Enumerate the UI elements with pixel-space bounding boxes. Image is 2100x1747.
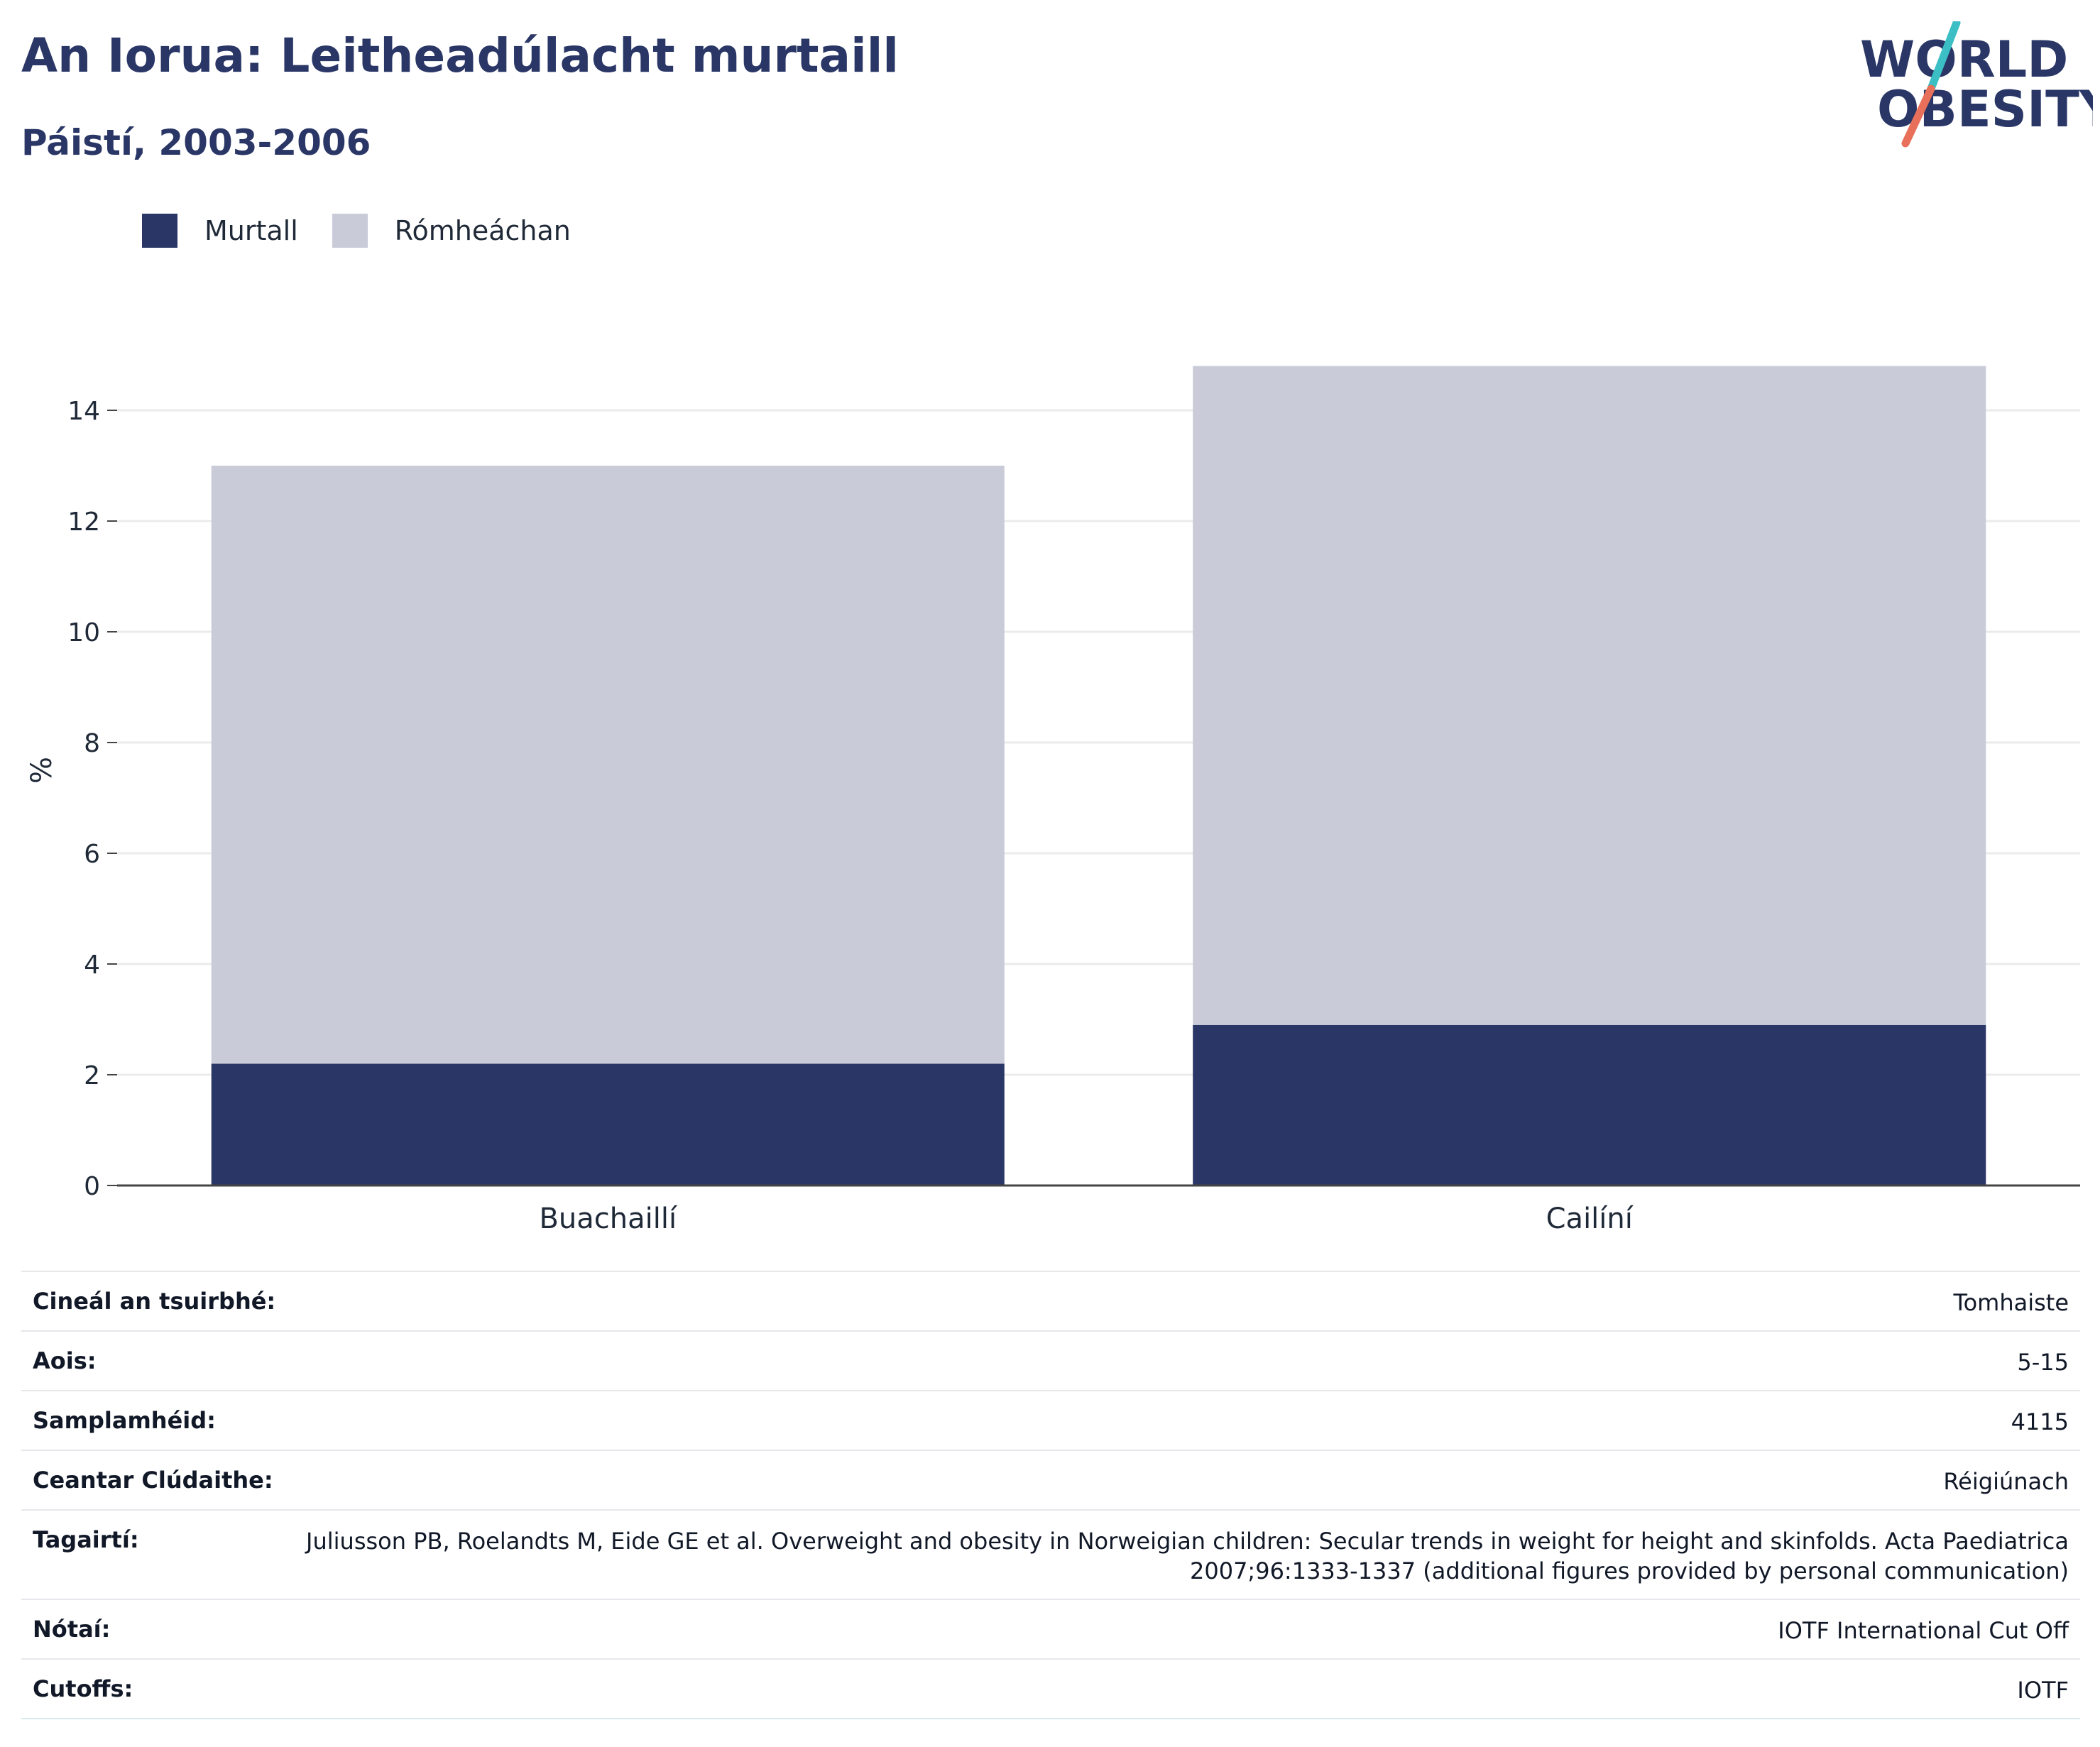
logo-text-world: WORLD [1860,31,2068,89]
legend-label-romheachan: Rómheáchan [394,215,571,246]
x-category-label: Cailíní [1546,1203,1634,1235]
world-obesity-logo: WORLD OBESITY [1860,21,2093,148]
y-tick-label: 6 [84,840,100,869]
info-row: Cineál an tsuirbhé: Tomhaiste [21,1271,2080,1331]
y-tick-label: 2 [84,1061,100,1090]
info-row: Samplamhéid: 4115 [21,1390,2080,1450]
logo-slash-bottom [1901,84,1935,148]
y-tick-label: 0 [84,1172,100,1201]
bar-murtall-1 [1193,1024,1986,1185]
legend-swatch-romheachan [332,214,368,248]
info-label: Aois: [21,1330,288,1391]
y-tick-label: 8 [84,729,100,758]
logo-slash-top [1927,21,1961,93]
axes: 0 2 4 6 8 10 12 14 Buachaillí Cailíní% [26,397,2080,1235]
legend-label-murtall: Murtall [204,215,298,246]
info-row: Ceantar Clúdaithe: Réigiúnach [21,1450,2080,1510]
survey-info-table: Cineál an tsuirbhé: Tomhaiste Aois: 5-15 Sam… [21,1271,2080,1719]
bar-murtall-0 [211,1063,1005,1185]
info-value: Réigiúnach [287,1450,2080,1510]
x-category-label: Buachaillí [539,1203,678,1235]
legend-item-murtall[interactable]: Murtall [142,214,298,248]
info-value: IOTF International Cut Off [287,1599,2080,1659]
info-value: Tomhaiste [287,1271,2080,1331]
bars [211,366,1986,1185]
info-label: Tagairtí: [21,1509,288,1599]
stacked-bar-chart: 0 2 4 6 8 10 12 14 Buachaillí Cailíní% [26,366,2080,1235]
y-tick-label: 4 [84,951,100,980]
info-row: Aois: 5-15 [21,1330,2080,1391]
info-label: Samplamhéid: [21,1390,288,1450]
info-label: Cineál an tsuirbhé: [21,1271,288,1331]
info-value: 4115 [287,1390,2080,1450]
y-tick-label: 14 [67,397,100,426]
info-label: Cutoffs: [21,1658,288,1719]
chart-title: An Iorua: Leitheadúlacht murtaill [21,28,899,83]
info-value: Juliusson PB, Roelandts M, Eide GE et al… [287,1509,2080,1599]
chart-legend: Murtall Rómheáchan [142,209,605,252]
info-row: Tagairtí: Juliusson PB, Roelandts M, Eide… [21,1509,2080,1599]
y-tick-label: 12 [67,508,100,537]
info-value: 5-15 [287,1330,2080,1391]
legend-swatch-murtall [142,214,177,248]
info-row: Nótaí: IOTF International Cut Off [21,1599,2080,1659]
y-tick-label: 10 [67,618,100,647]
info-label: Ceantar Clúdaithe: [21,1450,288,1510]
info-row: Cutoffs: IOTF [21,1658,2080,1719]
y-axis-label: % [26,757,58,784]
info-value: IOTF [287,1658,2080,1719]
bar-romheachan-1 [1193,366,1986,1025]
bar-romheachan-0 [211,466,1005,1064]
info-label: Nótaí: [21,1599,288,1659]
legend-item-romheachan[interactable]: Rómheáchan [332,214,571,248]
chart-subtitle: Páistí, 2003-2006 [21,122,371,163]
